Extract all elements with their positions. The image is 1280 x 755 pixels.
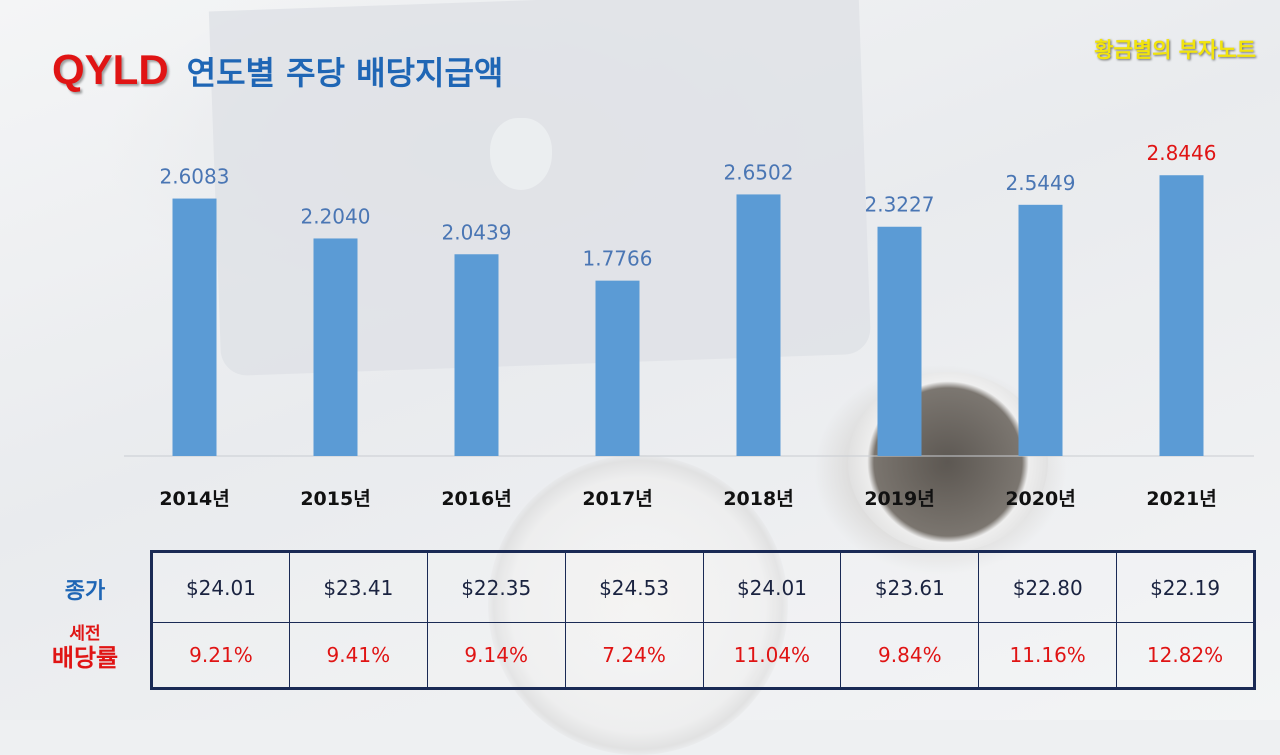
apple-logo-icon xyxy=(490,118,552,190)
yield-cell: 9.41% xyxy=(288,622,428,689)
price-cell: $22.35 xyxy=(426,551,566,623)
data-label: 2.6083 xyxy=(160,165,230,189)
price-cell: $22.19 xyxy=(1116,551,1255,623)
data-label: 2.8446 xyxy=(1147,141,1217,165)
price-cell: $24.01 xyxy=(702,551,842,623)
price-yield-table: $24.01 $23.41 $22.35 $24.53 $24.01 $23.6… xyxy=(150,550,1256,690)
data-label: 2.6502 xyxy=(724,160,794,184)
yield-cell: 7.24% xyxy=(564,622,704,689)
bar-2014년 xyxy=(172,198,217,456)
bar-2019년 xyxy=(877,226,922,456)
page-title: QYLD 연도별 주당 배당지급액 xyxy=(52,46,503,94)
bar-2016년 xyxy=(454,254,499,456)
data-label: 2.0439 xyxy=(442,220,512,244)
x-tick-label: 2020년 xyxy=(1005,488,1075,510)
yield-cell: 11.04% xyxy=(702,622,842,689)
data-label: 1.7766 xyxy=(583,247,653,271)
data-label: 2.5449 xyxy=(1006,171,1076,195)
yield-cell: 9.84% xyxy=(840,622,980,689)
x-tick-label: 2017년 xyxy=(582,488,652,510)
bar-chart: 2.6083 2014년 2.2040 2015년 2.0439 2016년 1.7766 2… xyxy=(124,141,1254,510)
yield-cell: 9.14% xyxy=(426,622,566,689)
data-label: 2.2040 xyxy=(301,204,371,228)
title-ticker: QYLD xyxy=(52,46,169,93)
brand-label: 황금별의 부자노트 xyxy=(1094,38,1256,62)
price-cell: $24.01 xyxy=(151,551,290,623)
price-cell: $24.53 xyxy=(564,551,704,623)
table-row-price: $24.01 $23.41 $22.35 $24.53 $24.01 $23.6… xyxy=(151,551,1255,623)
x-tick-label: 2019년 xyxy=(864,488,934,510)
yield-cell: 9.21% xyxy=(151,622,290,689)
x-tick-label: 2018년 xyxy=(723,488,793,510)
bar-2021년 xyxy=(1159,175,1204,456)
yield-cell: 11.16% xyxy=(978,622,1118,689)
row-label-yield: 세전 배당률 xyxy=(30,624,140,672)
x-tick-label: 2016년 xyxy=(441,488,511,510)
price-cell: $22.80 xyxy=(978,551,1118,623)
row-label-yield-line2: 배당률 xyxy=(51,643,119,672)
bar-2015년 xyxy=(313,238,358,456)
bar-2020년 xyxy=(1018,204,1063,456)
price-cell: $23.61 xyxy=(840,551,980,623)
x-tick-label: 2015년 xyxy=(300,488,370,510)
price-cell: $23.41 xyxy=(288,551,428,623)
bar-2017년 xyxy=(595,280,640,456)
title-subtitle: 연도별 주당 배당지급액 xyxy=(186,54,504,92)
x-tick-label: 2014년 xyxy=(159,488,229,510)
row-label-yield-line1: 세전 xyxy=(69,624,101,644)
table-row-yield: 9.21% 9.41% 9.14% 7.24% 11.04% 9.84% 11.… xyxy=(151,622,1255,689)
bar-2018년 xyxy=(736,194,781,456)
row-label-price: 종가 xyxy=(64,579,106,604)
yield-cell: 12.82% xyxy=(1116,622,1255,689)
x-tick-label: 2021년 xyxy=(1146,488,1216,510)
data-label: 2.3227 xyxy=(865,193,935,217)
